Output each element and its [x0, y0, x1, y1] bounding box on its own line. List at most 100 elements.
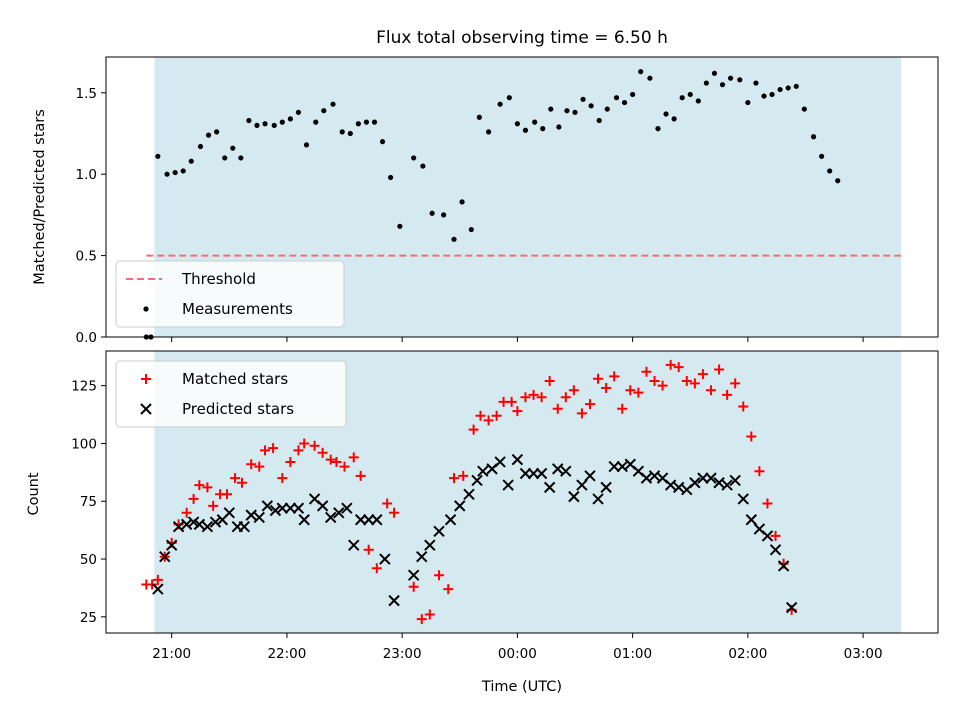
data-point — [506, 95, 512, 101]
data-point — [540, 126, 546, 132]
data-point — [181, 507, 192, 518]
data-point — [416, 551, 428, 563]
data-point — [761, 93, 767, 99]
data-point — [277, 473, 288, 484]
data-point — [640, 472, 653, 484]
data-point — [371, 514, 383, 526]
data-point — [616, 460, 628, 473]
legend: Threshold Measurements — [115, 260, 345, 328]
x-tick-label: 01:00 — [613, 646, 652, 662]
data-point — [483, 415, 494, 426]
data-point — [202, 482, 213, 493]
data-point — [769, 544, 782, 556]
data-point — [325, 511, 337, 524]
top-y-axis-label: Matched/Predicted stars — [32, 109, 48, 285]
data-point — [172, 520, 185, 533]
data-point — [389, 507, 400, 518]
data-point — [193, 518, 206, 531]
data-point — [208, 500, 219, 511]
data-point — [348, 452, 359, 463]
data-point — [424, 609, 435, 620]
data-point — [468, 226, 474, 233]
data-point — [580, 96, 586, 102]
data-point — [745, 99, 751, 106]
data-point — [416, 614, 427, 625]
data-point — [762, 498, 773, 509]
data-point — [245, 509, 257, 521]
legend-label: Threshold — [181, 270, 256, 288]
plot-frame — [105, 56, 939, 338]
data-point — [810, 134, 817, 140]
data-point — [745, 514, 758, 526]
data-point — [601, 382, 612, 393]
data-point — [719, 82, 726, 88]
data-point — [625, 385, 636, 396]
data-point — [613, 95, 620, 101]
data-point — [647, 75, 653, 81]
data-point — [568, 385, 579, 396]
data-point — [544, 376, 555, 387]
data-point — [738, 401, 749, 412]
data-point — [363, 119, 370, 125]
bottom-y-axis-label: Count — [26, 472, 42, 515]
data-point — [729, 474, 741, 487]
data-point — [285, 456, 296, 467]
data-point — [552, 403, 563, 414]
x-tick-label: 02:00 — [728, 646, 767, 662]
data-point — [705, 385, 716, 396]
x-tick-label: 00:00 — [498, 646, 537, 662]
data-point — [355, 121, 361, 127]
data-point — [325, 454, 336, 465]
data-point — [638, 69, 644, 75]
data-point — [564, 108, 570, 114]
data-point — [287, 116, 293, 122]
y-tick-label: 50 — [80, 552, 97, 568]
data-point — [209, 516, 222, 528]
data-point — [262, 121, 268, 127]
y-tick-label: 125 — [71, 379, 97, 395]
data-point — [753, 80, 759, 86]
data-point — [429, 210, 435, 216]
data-point — [556, 124, 562, 130]
data-point — [649, 376, 660, 387]
data-point — [155, 153, 161, 159]
legend-label: Measurements — [182, 300, 293, 318]
data-point — [655, 126, 661, 132]
data-point — [722, 389, 733, 400]
data-point — [727, 75, 734, 81]
data-point — [600, 481, 612, 494]
data-point — [665, 359, 676, 370]
data-point — [477, 465, 489, 477]
data-point — [201, 520, 214, 533]
data-point — [214, 129, 220, 135]
data-point — [730, 378, 741, 389]
data-point — [560, 465, 572, 477]
data-point — [407, 569, 420, 581]
data-point — [664, 479, 677, 491]
data-point — [238, 520, 250, 533]
data-point — [475, 410, 486, 421]
data-point — [584, 399, 595, 410]
data-point — [454, 500, 466, 512]
counts-panel: 25 50 75 100 125 21:00 22:00 23:00 00:00 01:00 02:… — [71, 350, 939, 662]
data-point — [261, 500, 274, 512]
data-point — [159, 551, 171, 563]
data-point — [147, 579, 158, 590]
data-point — [697, 369, 708, 380]
data-point — [253, 511, 265, 524]
data-point — [592, 493, 604, 505]
data-point — [371, 563, 382, 574]
data-point — [576, 408, 587, 419]
data-point — [254, 122, 260, 128]
data-point — [333, 507, 345, 519]
y-tick-label: 75 — [80, 494, 97, 510]
data-point — [737, 493, 749, 505]
ratio-panel: 0.0 0.5 1.0 1.5 Threshold Measurements — [76, 56, 939, 346]
x-axis-label: Time (UTC) — [481, 679, 562, 695]
data-point — [152, 583, 164, 595]
data-point — [617, 403, 628, 414]
y-tick-label: 0.0 — [76, 330, 97, 346]
data-point — [141, 374, 151, 384]
y-tick-label: 100 — [71, 436, 97, 452]
data-point — [140, 403, 152, 415]
